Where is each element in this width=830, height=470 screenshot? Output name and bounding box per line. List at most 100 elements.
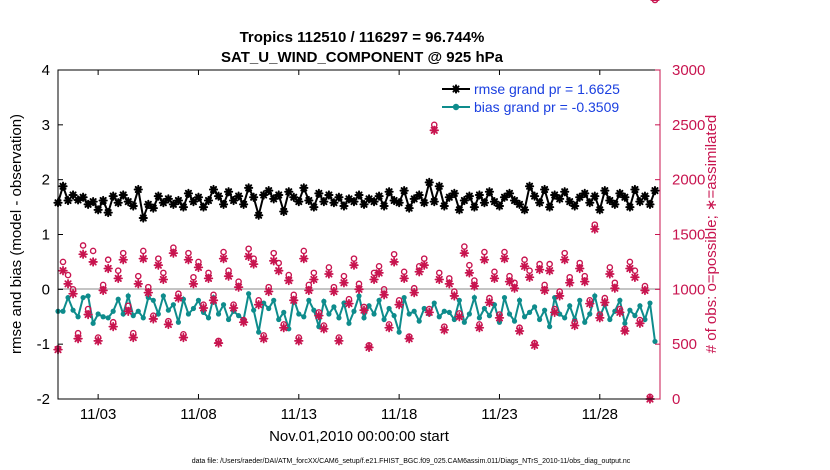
obs-assimilated-point [539,285,550,296]
obs-count-series [53,0,660,404]
bias-point [185,311,192,317]
bias-point [190,305,197,312]
rmse-point [279,206,289,217]
obs-assimilated-point [78,249,88,259]
obs-assimilated-point [153,260,164,270]
y-left-tick-label: 2 [42,172,50,189]
rmse-point [193,192,204,202]
obs-assimilated-point [479,255,490,265]
bias-point [115,296,121,302]
rmse-point [274,190,284,200]
bias-point [80,294,86,301]
rmse-point [284,187,294,197]
obs-assimilated-point [559,255,570,265]
rmse-point [590,191,600,201]
bias-point [90,320,96,326]
y-right-tick-label: 3000 [672,62,705,79]
obs-assimilated-point [143,287,154,298]
y-left-tick-label: 3 [42,117,50,134]
bias-point [276,316,282,323]
bias-point [105,315,111,321]
bias-point [95,311,101,317]
obs-assimilated-point [108,321,118,332]
obs-assimilated-point [534,264,545,275]
obs-possible-point [134,272,142,280]
bias-point [401,294,407,301]
bias-point [120,311,126,317]
rmse-point [394,198,404,208]
bias-point [421,305,427,312]
y-left-tick-label: 4 [42,62,50,79]
legend-box [438,75,656,117]
obs-assimilated-point [409,287,419,298]
rmse-point [545,202,555,212]
rmse-point [148,203,158,213]
rmse-point [640,191,650,201]
obs-assimilated-point [344,298,354,309]
bias-point [456,297,462,303]
rmse-point [429,197,439,207]
bias-point [471,294,477,301]
rmse-point [128,201,138,211]
rmse-point [419,198,429,208]
obs-assimilated-point [223,271,234,281]
rmse-point [93,205,103,215]
obs-assimilated-point [178,332,189,343]
obs-assimilated-point [208,295,219,306]
obs-assimilated-point [173,293,184,303]
obs-assimilated-point [595,313,605,323]
x-tick-label: 11/18 [381,406,417,423]
obs-assimilated-point [304,285,314,296]
obs-assimilated-point [334,336,344,346]
obs-assimilated-point [570,320,580,331]
bias-point [160,293,166,299]
bias-point [627,307,633,313]
obs-assimilated-point [148,314,159,324]
rmse-point [595,205,605,215]
bias-point [70,307,76,313]
obs-assimilated-point [93,336,103,346]
obs-assimilated-point [600,297,610,308]
y-left-tick-label: 0 [42,281,50,298]
bias-point [567,303,573,309]
bias-point [431,300,437,306]
bias-point [516,297,523,303]
rmse-point [464,191,474,201]
rmse-point [499,192,510,202]
bias-point [526,309,533,315]
rmse-point [474,190,484,200]
legend-bias-marker [452,103,460,111]
obs-assimilated-point [565,278,575,288]
bias-point [195,297,202,303]
bias-point [461,319,467,325]
rmse-point [565,197,575,207]
bias-point [531,304,538,310]
obs-assimilated-point [188,279,199,289]
rmse-point [294,197,304,207]
obs-assimilated-point [354,284,364,295]
obs-assimilated-point [389,257,399,267]
rmse-point [529,191,540,201]
rmse-point [239,199,249,209]
rmse-point [620,192,630,202]
bias-point [75,314,81,320]
obs-assimilated-point [489,273,500,284]
rmse-point [449,188,459,198]
bias-point [326,311,332,317]
obs-assimilated-point [404,333,414,344]
rmse-point [489,197,500,207]
rmse-point [469,202,479,212]
rmse-point [58,181,68,191]
obs-assimilated-point [635,318,645,329]
bias-point [100,314,106,320]
obs-assimilated-point [83,309,93,320]
bias-point [281,309,287,315]
legend: rmse grand pr = 1.6625 bias grand pr = -… [438,75,656,117]
obs-assimilated-point [620,326,630,336]
bias-point [476,315,482,321]
obs-assimilated-point [514,326,525,336]
y-right-tick-label: 1000 [672,281,705,298]
obs-assimilated-point [88,257,98,267]
obs-assimilated-point [384,323,394,333]
obs-assimilated-point [213,338,224,348]
